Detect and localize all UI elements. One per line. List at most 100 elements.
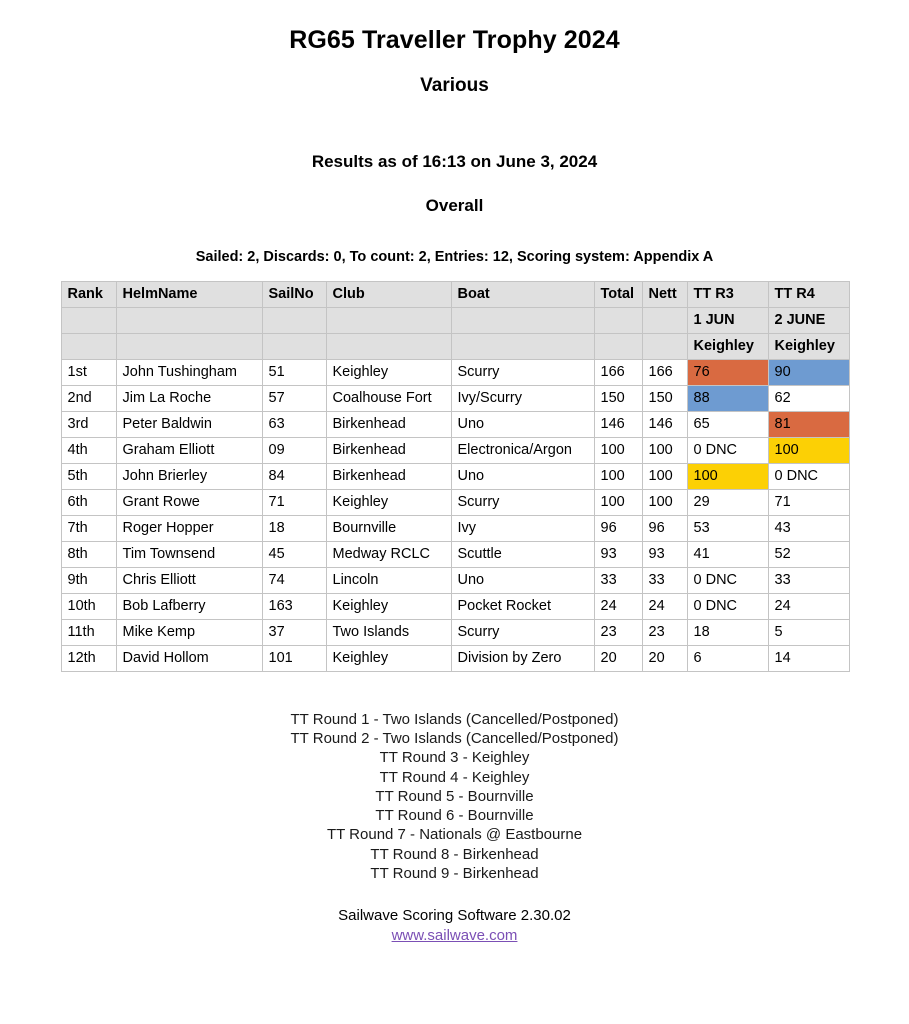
total-cell: 20 <box>593 644 643 672</box>
column-header-nett[interactable]: Nett <box>641 280 688 308</box>
round-schedule-item: TT Round 8 - Birkenhead <box>370 845 539 863</box>
club-cell: Bournville <box>325 514 452 542</box>
table-header-row: Rank HelmName SailNo Club Boat Total Net… <box>60 280 850 308</box>
boat-cell: Scurry <box>450 358 595 386</box>
venue-row-spacer-nett <box>641 332 688 360</box>
club-cell: Two Islands <box>325 618 452 646</box>
sailno-cell: 63 <box>261 410 327 438</box>
rank-cell: 6th <box>60 488 117 516</box>
venue-row-spacer-total <box>593 332 643 360</box>
rank-cell: 11th <box>60 618 117 646</box>
table-header-venues-row: Keighley Keighley <box>60 332 850 360</box>
date-row-spacer-helmname <box>115 306 263 334</box>
boat-cell: Scuttle <box>450 540 595 568</box>
rank-cell: 3rd <box>60 410 117 438</box>
table-row[interactable]: 5th John Brierley 84 Birkenhead Uno 100 100 100… <box>60 462 850 490</box>
round-schedule-item: TT Round 5 - Bournville <box>375 787 534 805</box>
rank-cell: 7th <box>60 514 117 542</box>
column-header-tt-r4[interactable]: TT R4 <box>767 280 850 308</box>
column-header-total[interactable]: Total <box>593 280 643 308</box>
nett-cell: 96 <box>641 514 688 542</box>
tt-r4-cell: 62 <box>767 384 850 412</box>
total-cell: 100 <box>593 462 643 490</box>
club-cell: Coalhouse Fort <box>325 384 452 412</box>
helmname-cell: Mike Kemp <box>115 618 263 646</box>
table-body: 1st John Tushingham 51 Keighley Scurry 166 166… <box>60 358 850 672</box>
sailno-cell: 163 <box>261 592 327 620</box>
tt-r3-cell: 41 <box>686 540 769 568</box>
race-venue-tt-r3: Keighley <box>686 332 769 360</box>
table-row[interactable]: 9th Chris Elliott 74 Lincoln Uno 33 33 0 DNC 33 <box>60 566 850 594</box>
tt-r3-cell: 6 <box>686 644 769 672</box>
total-cell: 93 <box>593 540 643 568</box>
column-header-club[interactable]: Club <box>325 280 452 308</box>
round-schedule-item: TT Round 1 - Two Islands (Cancelled/Post… <box>290 710 619 728</box>
total-cell: 23 <box>593 618 643 646</box>
table-row[interactable]: 10th Bob Lafberry 163 Keighley Pocket Rocket… <box>60 592 850 620</box>
table-row[interactable]: 12th David Hollom 101 Keighley Division by Z… <box>60 644 850 672</box>
total-cell: 33 <box>593 566 643 594</box>
venue-row-spacer-sailno <box>261 332 327 360</box>
nett-cell: 100 <box>641 436 688 464</box>
race-date-tt-r3: 1 JUN <box>686 306 769 334</box>
helmname-cell: David Hollom <box>115 644 263 672</box>
rank-cell: 12th <box>60 644 117 672</box>
total-cell: 100 <box>593 488 643 516</box>
table-row[interactable]: 7th Roger Hopper 18 Bournville Ivy 96 96 53 43 <box>60 514 850 542</box>
total-cell: 150 <box>593 384 643 412</box>
table-row[interactable]: 3rd Peter Baldwin 63 Birkenhead Uno 146 146 65 8… <box>60 410 850 438</box>
club-cell: Lincoln <box>325 566 452 594</box>
tt-r4-cell: 5 <box>767 618 850 646</box>
tt-r3-cell: 65 <box>686 410 769 438</box>
table-row[interactable]: 11th Mike Kemp 37 Two Islands Scurry 23 23 18 5 <box>60 618 850 646</box>
sailno-cell: 18 <box>261 514 327 542</box>
tt-r3-cell: 29 <box>686 488 769 516</box>
sailwave-website-link[interactable]: www.sailwave.com <box>391 926 518 944</box>
title-block: RG65 Traveller Trophy 2024 Various Resul… <box>0 0 909 266</box>
helmname-cell: Bob Lafberry <box>115 592 263 620</box>
total-cell: 96 <box>593 514 643 542</box>
boat-cell: Scurry <box>450 488 595 516</box>
results-timestamp: Results as of 16:13 on June 3, 2024 <box>311 152 598 172</box>
tt-r3-cell: 0 DNC <box>686 566 769 594</box>
club-cell: Birkenhead <box>325 436 452 464</box>
table-row[interactable]: 1st John Tushingham 51 Keighley Scurry 166 166… <box>60 358 850 386</box>
sailno-cell: 09 <box>261 436 327 464</box>
rank-cell: 5th <box>60 462 117 490</box>
nett-cell: 146 <box>641 410 688 438</box>
table-row[interactable]: 8th Tim Townsend 45 Medway RCLC Scuttle 93 93 4… <box>60 540 850 568</box>
nett-cell: 33 <box>641 566 688 594</box>
column-header-helmname[interactable]: HelmName <box>115 280 263 308</box>
column-header-sailno[interactable]: SailNo <box>261 280 327 308</box>
table-row[interactable]: 4th Graham Elliott 09 Birkenhead Electronica… <box>60 436 850 464</box>
column-header-rank[interactable]: Rank <box>60 280 117 308</box>
boat-cell: Ivy <box>450 514 595 542</box>
rank-cell: 1st <box>60 358 117 386</box>
date-row-spacer-club <box>325 306 452 334</box>
helmname-cell: John Tushingham <box>115 358 263 386</box>
column-header-tt-r3[interactable]: TT R3 <box>686 280 769 308</box>
table-header-dates-row: 1 JUN 2 JUNE <box>60 306 850 334</box>
helmname-cell: Graham Elliott <box>115 436 263 464</box>
helmname-cell: Jim La Roche <box>115 384 263 412</box>
date-row-spacer-rank <box>60 306 117 334</box>
nett-cell: 93 <box>641 540 688 568</box>
tt-r3-cell: 100 <box>686 462 769 490</box>
sailno-cell: 37 <box>261 618 327 646</box>
tt-r3-cell: 88 <box>686 384 769 412</box>
round-schedule-list: TT Round 1 - Two Islands (Cancelled/Post… <box>0 710 909 884</box>
round-schedule-item: TT Round 3 - Keighley <box>379 749 530 767</box>
sailno-cell: 57 <box>261 384 327 412</box>
venue-row-spacer-helmname <box>115 332 263 360</box>
venue-row-spacer-boat <box>450 332 595 360</box>
helmname-cell: Roger Hopper <box>115 514 263 542</box>
page-title: RG65 Traveller Trophy 2024 <box>289 26 620 54</box>
column-header-boat[interactable]: Boat <box>450 280 595 308</box>
sailno-cell: 74 <box>261 566 327 594</box>
table-row[interactable]: 2nd Jim La Roche 57 Coalhouse Fort Ivy/Scurr… <box>60 384 850 412</box>
table-row[interactable]: 6th Grant Rowe 71 Keighley Scurry 100 100 29 71 <box>60 488 850 516</box>
round-schedule-item: TT Round 6 - Bournville <box>375 807 534 825</box>
helmname-cell: Grant Rowe <box>115 488 263 516</box>
series-summary: Sailed: 2, Discards: 0, To count: 2, Ent… <box>195 248 714 265</box>
series-name: Overall <box>425 196 484 216</box>
